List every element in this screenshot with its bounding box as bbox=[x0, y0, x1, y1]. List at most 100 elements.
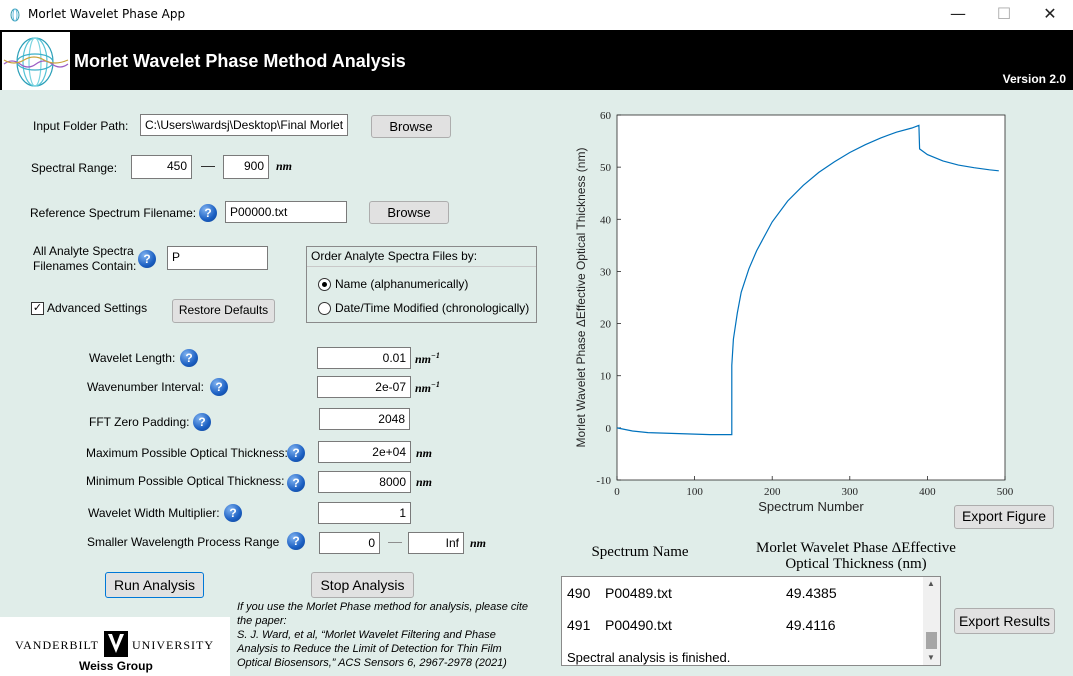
app-header: Morlet Wavelet Phase Method Analysis Ver… bbox=[0, 30, 1073, 90]
wavelet-length-label: Wavelet Length: bbox=[89, 351, 176, 365]
width-multiplier-label: Wavelet Width Multiplier: bbox=[88, 506, 220, 520]
export-figure-button[interactable]: Export Figure bbox=[954, 505, 1054, 529]
y-tick-label: 10 bbox=[600, 371, 612, 383]
y-tick-label: 20 bbox=[600, 319, 612, 331]
version-label: Version 2.0 bbox=[1002, 72, 1066, 86]
scroll-down-icon[interactable]: ▼ bbox=[927, 653, 935, 662]
run-analysis-button[interactable]: Run Analysis bbox=[105, 572, 204, 598]
plot-area bbox=[616, 114, 1006, 481]
results-header-value-line1: Morlet Wavelet Phase ΔEffective bbox=[756, 540, 956, 556]
scroll-thumb[interactable] bbox=[926, 632, 937, 649]
wavelet-length-field[interactable]: 0.01 bbox=[317, 347, 411, 369]
row-value: 49.4385 bbox=[786, 585, 837, 601]
max-thickness-field[interactable]: 2e+04 bbox=[318, 441, 411, 463]
reference-filename-field[interactable]: P00000.txt bbox=[225, 201, 347, 223]
minimize-button[interactable]: — bbox=[950, 4, 966, 23]
row-value: 49.4116 bbox=[786, 617, 836, 633]
results-list[interactable]: 490 P00489.txt 49.4385 491 P00490.txt 49… bbox=[561, 576, 941, 666]
y-axis-label: Morlet Wavelet Phase ΔEffective Optical … bbox=[574, 148, 588, 448]
order-name-label[interactable]: Name (alphanumerically) bbox=[335, 277, 469, 291]
order-date-label[interactable]: Date/Time Modified (chronologically) bbox=[335, 301, 530, 315]
citation-line: Optical Biosensors,” ACS Sensors 6, 2967… bbox=[237, 657, 507, 669]
vanderbilt-logo: VANDERBILT UNIVERSITY Weiss Group bbox=[0, 617, 230, 676]
window-titlebar: Morlet Wavelet Phase App — ☐ ✕ bbox=[0, 0, 1073, 30]
max-thickness-unit: nm bbox=[416, 446, 433, 460]
weiss-group-label: Weiss Group bbox=[79, 659, 153, 673]
spectral-min-field[interactable]: 450 bbox=[131, 155, 192, 179]
maximize-button[interactable]: ☐ bbox=[996, 4, 1012, 23]
results-header-value: Morlet Wavelet Phase ΔEffective Optical … bbox=[736, 540, 976, 572]
fft-help-icon[interactable]: ? bbox=[193, 413, 211, 431]
app-title: Morlet Wavelet Phase Method Analysis bbox=[74, 51, 406, 71]
app-icon bbox=[10, 8, 20, 22]
smaller-max-field[interactable]: Inf bbox=[408, 532, 464, 554]
order-date-radio[interactable] bbox=[318, 302, 331, 315]
logo-text-right: UNIVERSITY bbox=[132, 638, 214, 652]
width-multiplier-help-icon[interactable]: ? bbox=[224, 504, 242, 522]
advanced-settings-checkbox[interactable]: ✓ bbox=[31, 302, 44, 315]
x-tick-label: 200 bbox=[764, 486, 781, 498]
wavenumber-help-icon[interactable]: ? bbox=[210, 378, 228, 396]
spectral-unit: nm bbox=[276, 159, 293, 173]
row-name: P00490.txt bbox=[605, 617, 672, 633]
fft-field[interactable]: 2048 bbox=[319, 408, 410, 430]
browse-folder-button[interactable]: Browse bbox=[371, 115, 451, 138]
range-dash: — bbox=[201, 157, 215, 173]
y-tick-label: 0 bbox=[606, 423, 612, 435]
min-thickness-field[interactable]: 8000 bbox=[318, 471, 411, 493]
citation-line: Analysis to Reduce the Limit of Detectio… bbox=[237, 643, 502, 655]
spectral-max-field[interactable]: 900 bbox=[223, 155, 269, 179]
x-tick-label: 400 bbox=[919, 486, 936, 498]
citation-line: If you use the Morlet Phase method for a… bbox=[237, 601, 529, 613]
browse-reference-button[interactable]: Browse bbox=[369, 201, 449, 224]
fft-label: FFT Zero Padding: bbox=[89, 415, 190, 429]
order-files-header: Order Analyte Spectra Files by: bbox=[307, 247, 536, 267]
order-name-radio[interactable] bbox=[318, 278, 331, 291]
smaller-range-dash: — bbox=[388, 533, 402, 549]
series-line bbox=[616, 124, 999, 436]
logo-text-left: VANDERBILT bbox=[15, 638, 100, 652]
row-index: 491 bbox=[567, 617, 591, 633]
smaller-range-help-icon[interactable]: ? bbox=[287, 532, 305, 550]
results-scrollbar[interactable]: ▲ ▼ bbox=[923, 577, 940, 665]
wavenumber-field[interactable]: 2e-07 bbox=[317, 376, 411, 398]
wavelet-length-unit-exponent: −1 bbox=[431, 351, 440, 360]
analyte-filter-field[interactable]: P bbox=[167, 246, 268, 270]
advanced-settings-label[interactable]: Advanced Settings bbox=[47, 301, 148, 315]
citation-line: the paper: bbox=[237, 615, 287, 627]
results-header-value-line2: Optical Thickness (nm) bbox=[785, 556, 927, 572]
stop-analysis-button[interactable]: Stop Analysis bbox=[311, 572, 414, 598]
min-thickness-label: Minimum Possible Optical Thickness: bbox=[86, 474, 285, 488]
export-results-button[interactable]: Export Results bbox=[954, 608, 1055, 634]
row-index: 490 bbox=[567, 585, 591, 601]
close-button[interactable]: ✕ bbox=[1043, 4, 1057, 23]
smaller-min-field[interactable]: 0 bbox=[319, 532, 380, 554]
smaller-range-label: Smaller Wavelength Process Range bbox=[87, 535, 280, 549]
wavenumber-unit: nm−1 bbox=[415, 380, 440, 395]
spectral-range-label: Spectral Range: bbox=[31, 161, 118, 175]
wavelet-length-help-icon[interactable]: ? bbox=[180, 349, 198, 367]
max-thickness-help-icon[interactable]: ? bbox=[287, 444, 305, 462]
citation-text: If you use the Morlet Phase method for a… bbox=[237, 600, 557, 670]
x-tick-label: 100 bbox=[686, 486, 703, 498]
vanderbilt-v-icon bbox=[104, 631, 128, 657]
width-multiplier-field[interactable]: 1 bbox=[318, 502, 411, 524]
restore-defaults-button[interactable]: Restore Defaults bbox=[172, 299, 275, 323]
x-axis-label: Spectrum Number bbox=[758, 499, 864, 514]
x-tick-label: 0 bbox=[614, 486, 620, 498]
wavenumber-label: Wavenumber Interval: bbox=[87, 380, 204, 394]
status-text: Spectral analysis is finished. bbox=[567, 650, 731, 665]
wavelet-logo bbox=[2, 32, 70, 90]
y-tick-label: 50 bbox=[600, 162, 612, 174]
input-folder-field[interactable]: C:\Users\wardsj\Desktop\Final Morlet bbox=[140, 114, 348, 136]
reference-help-icon[interactable]: ? bbox=[199, 204, 217, 222]
scroll-up-icon[interactable]: ▲ bbox=[927, 579, 935, 588]
results-header-name: Spectrum Name bbox=[591, 544, 689, 560]
x-tick-label: 300 bbox=[842, 486, 859, 498]
order-files-panel: Order Analyte Spectra Files by: Name (al… bbox=[306, 246, 537, 323]
min-thickness-help-icon[interactable]: ? bbox=[287, 474, 305, 492]
min-thickness-unit: nm bbox=[416, 475, 433, 489]
y-tick-label: 30 bbox=[600, 266, 612, 278]
analyte-help-icon[interactable]: ? bbox=[138, 250, 156, 268]
x-tick-label: 500 bbox=[997, 486, 1014, 498]
